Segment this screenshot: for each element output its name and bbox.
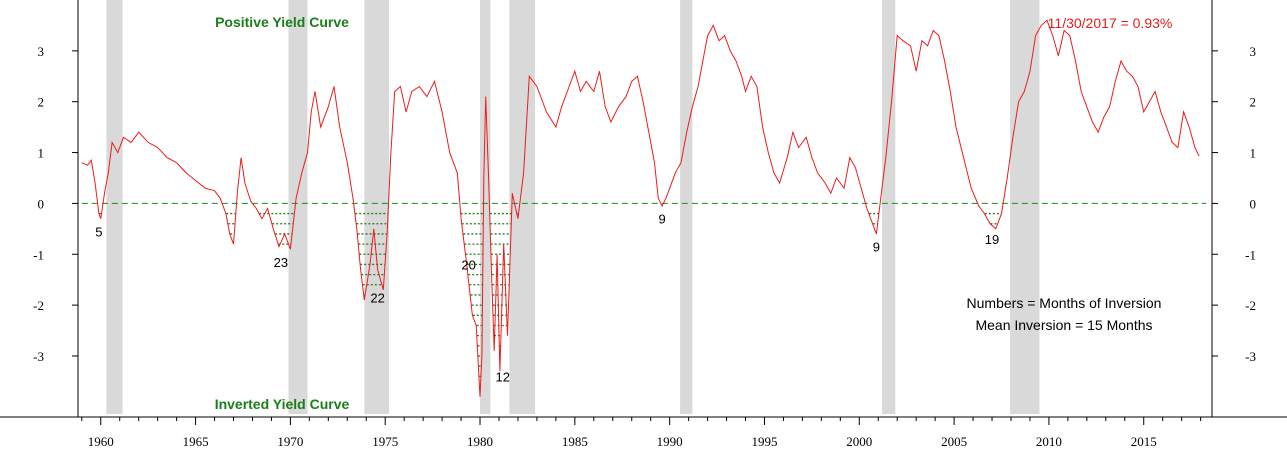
inversion-note-line2: Mean Inversion = 15 Months — [975, 317, 1152, 333]
x-tick-label-0: 1960 — [88, 434, 114, 449]
y-tick-label-right-2: 1 — [1250, 146, 1257, 161]
x-tick-label-10: 2010 — [1036, 434, 1062, 449]
x-tick-label-7: 1995 — [751, 434, 777, 449]
recession-band-6 — [882, 0, 896, 414]
inversion-count-label-0: 5 — [95, 224, 102, 239]
latest-value-label: 11/30/2017 = 0.93% — [1048, 15, 1173, 31]
inversion-count-label-5: 9 — [658, 212, 665, 227]
y-tick-label-left-4: -1 — [33, 247, 44, 262]
x-tick-label-2: 1970 — [277, 434, 303, 449]
recession-bands — [106, 0, 1040, 414]
y-axis-ticks: 3 32 21 10 0-1 -1-2 -2-3 -3 — [33, 44, 1256, 364]
y-tick-label-right-6: -3 — [1245, 349, 1256, 364]
x-tick-label-1: 1965 — [183, 434, 209, 449]
x-tick-label-9: 2005 — [941, 434, 967, 449]
recession-band-7 — [1010, 0, 1040, 414]
inversion-count-label-2: 22 — [370, 290, 384, 305]
positive-yield-curve-label: Positive Yield Curve — [215, 14, 349, 30]
recession-band-0 — [106, 0, 123, 414]
x-tick-label-4: 1980 — [467, 434, 493, 449]
recession-band-2 — [364, 0, 389, 414]
y-tick-label-right-5: -2 — [1245, 298, 1256, 313]
x-tick-label-3: 1975 — [372, 434, 398, 449]
x-axis-ticks: 1960 1965 1970 1975 1980 1985 1990 1995 2000 2005… — [81, 417, 1202, 449]
y-tick-label-right-0: 3 — [1250, 44, 1257, 59]
y-tick-label-left-1: 2 — [38, 95, 45, 110]
x-tick-label-11: 2015 — [1131, 434, 1157, 449]
inversion-count-label-6: 9 — [873, 240, 880, 255]
inversion-count-label-1: 23 — [274, 255, 288, 270]
recession-band-4 — [509, 0, 536, 414]
inversion-labels: 5 23 22 20 12 9 9 19 — [95, 212, 999, 385]
x-tick-label-5: 1985 — [562, 434, 588, 449]
x-tick-label-6: 1990 — [657, 434, 683, 449]
y-tick-label-right-1: 2 — [1250, 95, 1257, 110]
inversion-count-label-7: 19 — [985, 232, 999, 247]
inversion-count-label-3: 20 — [461, 257, 475, 272]
y-tick-label-left-6: -3 — [33, 349, 44, 364]
recession-band-5 — [680, 0, 693, 414]
recession-band-3 — [480, 0, 491, 414]
inverted-yield-curve-label: Inverted Yield Curve — [215, 396, 350, 412]
x-tick-label-8: 2000 — [846, 434, 872, 449]
recession-band-1 — [288, 0, 308, 414]
y-tick-label-left-3: 0 — [38, 196, 45, 211]
y-tick-label-right-4: -1 — [1245, 247, 1256, 262]
inversion-depth-dots — [99, 212, 1002, 388]
yield-spread-line — [81, 19, 1200, 397]
y-tick-label-left-5: -2 — [33, 298, 44, 313]
inversion-note-line1: Numbers = Months of Inversion — [967, 295, 1162, 311]
y-tick-label-right-3: 0 — [1250, 196, 1257, 211]
inversion-count-label-4: 12 — [496, 369, 510, 384]
y-tick-label-left-2: 1 — [38, 146, 45, 161]
y-tick-label-left-0: 3 — [38, 44, 45, 59]
